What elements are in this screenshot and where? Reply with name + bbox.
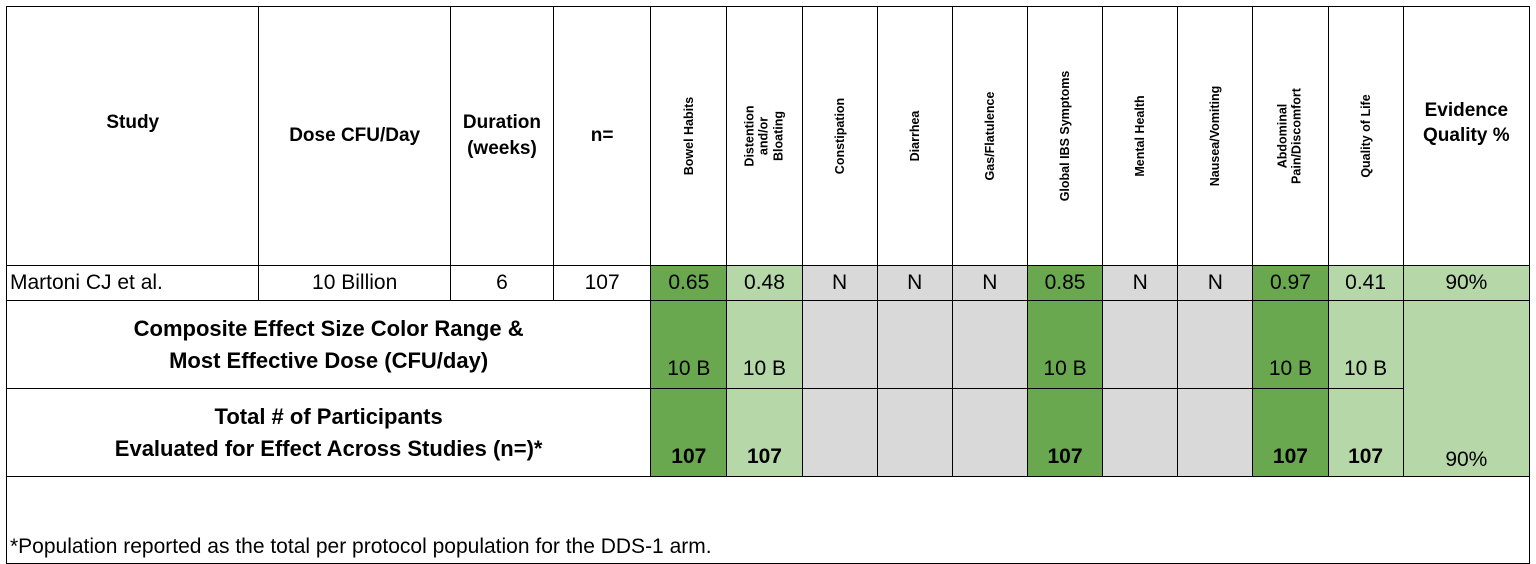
study-row: Martoni CJ et al. 10 Billion 6 107 0.65 … bbox=[5, 265, 1531, 301]
footnote: *Population reported as the total per pr… bbox=[6, 476, 1530, 564]
header-global-ibs: Global IBS Symptoms bbox=[1026, 6, 1104, 266]
composite-quality-of-life: 10 B bbox=[1327, 300, 1404, 389]
participants-bowel-habits: 107 bbox=[650, 388, 728, 477]
composite-row: Composite Effect Size Color Range & Most … bbox=[5, 300, 1531, 477]
header-distention: Distention and/or Bloating bbox=[726, 6, 803, 266]
cell-duration: 6 bbox=[449, 265, 555, 301]
cell-nausea: N bbox=[1177, 265, 1254, 301]
header-dose: Dose CFU/Day bbox=[258, 6, 451, 266]
header-quality-of-life: Quality of Life bbox=[1327, 6, 1404, 266]
cell-abdominal: 0.97 bbox=[1252, 265, 1329, 301]
header-evidence: Evidence Quality % bbox=[1402, 6, 1531, 266]
header-gas: Gas/Flatulence bbox=[951, 6, 1028, 266]
composite-abdominal: 10 B bbox=[1252, 300, 1329, 389]
header-constipation: Constipation bbox=[801, 6, 878, 266]
cell-bowel-habits: 0.65 bbox=[650, 265, 728, 301]
composite-nausea bbox=[1177, 300, 1254, 389]
composite-global-ibs: 10 B bbox=[1026, 300, 1104, 389]
composite-constipation bbox=[801, 300, 878, 389]
header-diarrhea: Diarrhea bbox=[876, 6, 953, 266]
cell-diarrhea: N bbox=[876, 265, 953, 301]
footnote-row: *Population reported as the total per pr… bbox=[6, 476, 1530, 564]
cell-study: Martoni CJ et al. bbox=[5, 265, 260, 301]
header-bowel-habits: Bowel Habits bbox=[650, 6, 728, 266]
participants-quality-of-life: 107 bbox=[1327, 388, 1404, 477]
cell-global-ibs: 0.85 bbox=[1026, 265, 1104, 301]
participants-gas bbox=[951, 388, 1028, 477]
cell-evidence: 90% bbox=[1402, 265, 1531, 301]
evidence-summary: 90% bbox=[1402, 300, 1531, 477]
cell-gas: N bbox=[951, 265, 1028, 301]
participants-label: Total # of Participants Evaluated for Eff… bbox=[5, 388, 652, 477]
composite-bowel-habits: 10 B bbox=[650, 300, 728, 389]
cell-quality-of-life: 0.41 bbox=[1327, 265, 1404, 301]
cell-mental-health: N bbox=[1102, 265, 1179, 301]
composite-label: Composite Effect Size Color Range & Most … bbox=[5, 300, 652, 389]
header-n: n= bbox=[553, 6, 652, 266]
participants-diarrhea bbox=[876, 388, 953, 477]
participants-abdominal: 107 bbox=[1252, 388, 1329, 477]
participants-mental-health bbox=[1102, 388, 1179, 477]
header-mental-health: Mental Health bbox=[1102, 6, 1179, 266]
composite-diarrhea bbox=[876, 300, 953, 389]
effect-size-table-container: Study Dose CFU/Day Duration (weeks) n= B… bbox=[5, 6, 1531, 564]
participants-distention: 107 bbox=[726, 388, 803, 477]
composite-distention: 10 B bbox=[726, 300, 803, 389]
participants-global-ibs: 107 bbox=[1026, 388, 1104, 477]
header-duration: Duration (weeks) bbox=[449, 6, 555, 266]
participants-constipation bbox=[801, 388, 878, 477]
cell-constipation: N bbox=[801, 265, 878, 301]
cell-n: 107 bbox=[553, 265, 652, 301]
header-nausea: Nausea/Vomiting bbox=[1177, 6, 1254, 266]
participants-nausea bbox=[1177, 388, 1254, 477]
composite-gas bbox=[951, 300, 1028, 389]
participants-row: Total # of Participants Evaluated for Eff… bbox=[5, 388, 1530, 477]
header-study: Study bbox=[5, 6, 260, 266]
header-abdominal: Abdominal Pain/Discomfort bbox=[1252, 6, 1329, 266]
effect-size-table: Study Dose CFU/Day Duration (weeks) n= B… bbox=[5, 6, 1531, 564]
composite-mental-health bbox=[1102, 300, 1179, 389]
cell-dose: 10 Billion bbox=[258, 265, 451, 301]
header-row: Study Dose CFU/Day Duration (weeks) n= B… bbox=[5, 6, 1531, 266]
cell-distention: 0.48 bbox=[726, 265, 803, 301]
